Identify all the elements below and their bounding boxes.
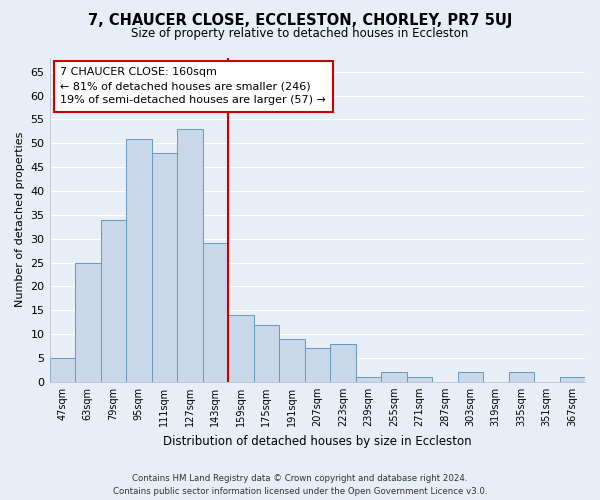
Bar (407, 377, 432, 382)
Text: 7, CHAUCER CLOSE, ECCLESTON, CHORLEY, PR7 5UJ: 7, CHAUCER CLOSE, ECCLESTON, CHORLEY, PR… (88, 12, 512, 28)
Text: Size of property relative to detached houses in Eccleston: Size of property relative to detached ho… (131, 28, 469, 40)
Bar (177, 129, 203, 382)
Bar (126, 138, 152, 382)
Bar (381, 372, 407, 382)
X-axis label: Distribution of detached houses by size in Eccleston: Distribution of detached houses by size … (163, 434, 472, 448)
Bar (356, 377, 381, 382)
Text: 7 CHAUCER CLOSE: 160sqm
← 81% of detached houses are smaller (246)
19% of semi-d: 7 CHAUCER CLOSE: 160sqm ← 81% of detache… (60, 67, 326, 105)
Bar (203, 244, 228, 382)
Bar (254, 324, 279, 382)
Bar (458, 372, 483, 382)
Text: Contains HM Land Registry data © Crown copyright and database right 2024.
Contai: Contains HM Land Registry data © Crown c… (113, 474, 487, 496)
Bar (152, 153, 177, 382)
Bar (509, 372, 534, 382)
Bar (101, 220, 126, 382)
Y-axis label: Number of detached properties: Number of detached properties (15, 132, 25, 308)
Bar (560, 377, 585, 382)
Bar (75, 262, 101, 382)
Bar (228, 315, 254, 382)
Bar (305, 348, 330, 382)
Bar (330, 344, 356, 382)
Bar (50, 358, 75, 382)
Bar (279, 339, 305, 382)
